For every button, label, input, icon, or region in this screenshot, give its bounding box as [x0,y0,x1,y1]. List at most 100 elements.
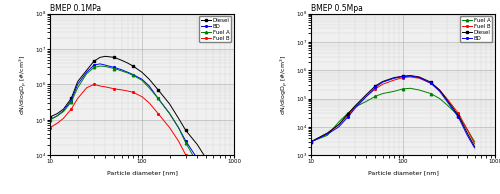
Line: Fuel A: Fuel A [310,87,476,143]
Diesel [54,112,60,115]
Fuel A [324,134,330,137]
Fuel B [444,97,450,100]
Fuel B [176,140,182,142]
Fuel A [74,87,80,89]
Diesel [97,56,103,59]
Diesel [308,140,314,143]
Fuel A [372,95,378,97]
Diesel [176,117,182,120]
Fuel B [352,106,358,108]
Fuel A [68,101,74,103]
BD [372,86,378,88]
Fuel B [416,77,422,79]
BD [416,76,422,79]
BD [352,107,358,110]
Fuel A [183,142,189,144]
Diesel [118,59,124,61]
Fuel B [139,95,145,98]
Fuel A [380,92,386,95]
Line: Fuel B: Fuel B [310,76,476,145]
Diesel [130,65,136,67]
Fuel A [47,119,53,121]
X-axis label: Particle diameter [nm]: Particle diameter [nm] [368,170,438,175]
Diesel [112,56,117,59]
Line: Fuel A: Fuel A [49,65,207,181]
Diesel [400,75,406,77]
Fuel A [444,104,450,106]
BD [102,64,108,66]
Fuel A [112,67,117,70]
Diesel [428,81,434,83]
Fuel B [155,112,161,115]
Fuel B [324,132,330,134]
Diesel [194,143,200,146]
BD [155,97,161,100]
Diesel [472,146,478,148]
Diesel [203,158,209,160]
Fuel A [464,128,470,131]
Fuel A [60,110,66,113]
Fuel A [102,65,108,68]
Fuel A [203,179,209,181]
Diesel [380,80,386,83]
Diesel [464,132,470,134]
Diesel [74,81,80,83]
Fuel A [139,79,145,81]
Fuel B [380,83,386,85]
Fuel B [97,85,103,87]
Fuel B [124,90,130,92]
BD [112,66,117,69]
Fuel A [364,100,370,102]
Fuel A [408,87,414,89]
Fuel B [408,76,414,78]
Fuel A [428,92,434,95]
Diesel [102,55,108,57]
BD [324,133,330,135]
BD [166,112,172,115]
Diesel [372,85,378,87]
BD [97,63,103,65]
BD [436,90,442,93]
Fuel B [203,183,209,185]
Fuel B [102,86,108,88]
BD [400,75,406,78]
BD [456,116,462,118]
Diesel [324,132,330,134]
Fuel B [456,112,462,114]
Fuel A [146,87,152,89]
BD [408,75,414,77]
BD [344,116,350,118]
Diesel [352,105,358,107]
Fuel A [155,97,161,100]
BD [308,140,314,143]
Y-axis label: dN/dlogD$_p$ [#/cm$^3$]: dN/dlogD$_p$ [#/cm$^3$] [278,54,290,114]
Fuel A [91,66,97,69]
Diesel [444,99,450,101]
Fuel A [336,121,342,123]
BD [176,126,182,129]
Diesel [336,123,342,126]
Fuel A [84,73,89,75]
BD [118,68,124,71]
Fuel A [130,74,136,76]
Fuel B [364,95,370,97]
Fuel A [124,72,130,74]
Fuel B [54,122,60,124]
Fuel A [344,112,350,114]
Fuel B [112,88,117,90]
Line: BD: BD [310,75,476,149]
Legend: Fuel A, Fuel B, Diesel, BD: Fuel A, Fuel B, Diesel, BD [460,16,492,42]
X-axis label: Particle diameter [nm]: Particle diameter [nm] [106,170,178,175]
Diesel [124,62,130,64]
BD [336,126,342,128]
Fuel A [176,126,182,129]
Fuel B [118,89,124,91]
Fuel B [400,76,406,79]
Fuel A [472,140,478,143]
Fuel A [54,115,60,117]
BD [47,119,53,121]
BD [472,147,478,149]
Diesel [364,93,370,96]
BD [183,140,189,142]
Y-axis label: dN/dlogD$_p$ [#/cm$^3$]: dN/dlogD$_p$ [#/cm$^3$] [18,54,29,114]
